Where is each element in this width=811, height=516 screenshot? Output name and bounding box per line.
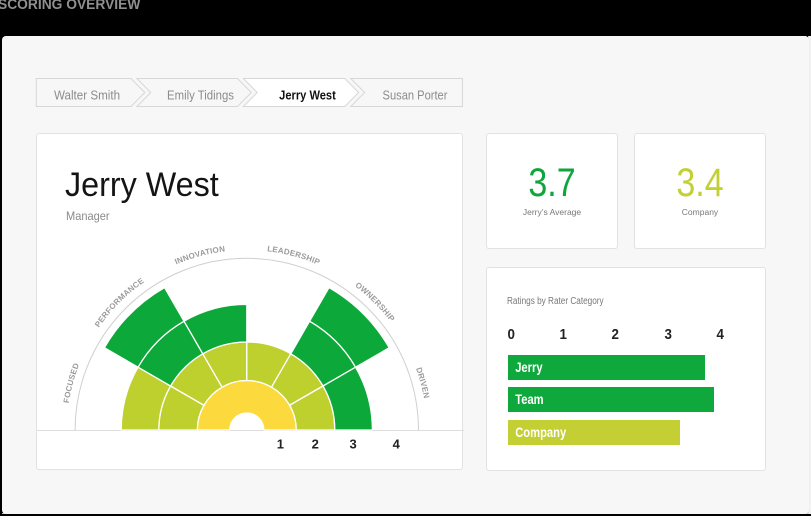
svg-text:1: 1 [277, 437, 284, 452]
svg-text:DRIVEN: DRIVEN [414, 366, 431, 399]
svg-text:4: 4 [393, 437, 401, 452]
svg-text:Jerry West: Jerry West [279, 88, 336, 103]
svg-text:Susan Porter: Susan Porter [383, 88, 448, 103]
svg-text:Walter Smith: Walter Smith [54, 88, 120, 102]
svg-text:INNOVATION: INNOVATION [173, 244, 225, 266]
svg-text:Emily Tidings: Emily Tidings [167, 88, 234, 103]
svg-text:2: 2 [312, 437, 319, 452]
svg-text:LEADERSHIP: LEADERSHIP [267, 244, 322, 267]
svg-text:3: 3 [349, 437, 356, 452]
